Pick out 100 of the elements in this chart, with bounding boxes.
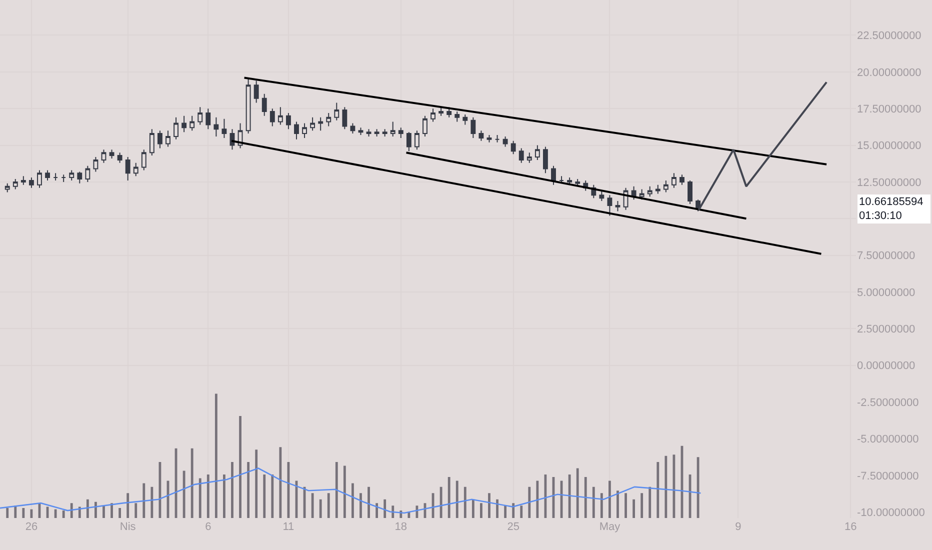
x-tick-label: 25: [507, 521, 520, 533]
bar: [504, 506, 507, 518]
candlestick: [486, 134, 492, 143]
candlestick: [270, 108, 275, 127]
candlestick: [302, 122, 307, 138]
y-tick-label: -2.50000000: [857, 396, 919, 409]
candlestick: [117, 152, 122, 164]
candlestick: [326, 112, 332, 127]
bar: [22, 508, 25, 518]
x-tick-label: 11: [282, 521, 294, 533]
candlestick: [77, 171, 82, 184]
y-tick-label: 20.00000000: [857, 66, 922, 79]
bar: [376, 503, 378, 518]
y-tick-label: -5.00000000: [857, 434, 919, 446]
bar: [62, 510, 65, 518]
bar: [223, 474, 226, 518]
candlestick: [310, 116, 316, 132]
candlestick: [366, 128, 372, 137]
x-tick-label: Nis: [120, 521, 136, 533]
bar: [279, 447, 282, 518]
candlestick: [93, 156, 98, 172]
bar: [190, 448, 194, 518]
candlestick: [478, 130, 484, 142]
candlestick: [374, 128, 380, 137]
bar: [343, 466, 346, 518]
candlestick: [174, 116, 178, 140]
candlestick: [551, 165, 556, 186]
bar: [664, 456, 668, 518]
bar: [480, 503, 482, 518]
bar: [464, 486, 466, 518]
candlestick: [125, 156, 130, 181]
bar: [110, 503, 113, 518]
candlestick: [607, 194, 612, 216]
bar: [512, 503, 515, 518]
bar: [6, 508, 9, 518]
bar: [472, 499, 474, 518]
bar: [616, 490, 619, 518]
candlestick: [510, 140, 516, 155]
candlestick: [318, 116, 324, 132]
bar: [624, 493, 627, 518]
bar: [70, 503, 73, 518]
candlestick: [526, 152, 532, 164]
candlestick: [462, 114, 468, 126]
y-tick-label: -7.50000000: [857, 470, 919, 482]
bar: [327, 493, 330, 518]
bar: [198, 478, 202, 518]
text: 01:30:10: [859, 210, 902, 222]
x-tick-label: 26: [25, 521, 38, 533]
candlestick: [350, 122, 356, 134]
candlestick: [53, 172, 58, 181]
y-tick-label: 15.00000000: [857, 140, 922, 152]
candlestick: [542, 146, 548, 174]
candlestick: [190, 115, 195, 132]
bar: [576, 468, 579, 518]
bar: [126, 493, 130, 518]
candlestick: [398, 127, 404, 138]
candlestick: [254, 80, 259, 104]
bar: [488, 493, 490, 518]
bar: [319, 499, 322, 518]
x-tick-label: 18: [394, 521, 408, 533]
bar: [568, 474, 571, 518]
bar: [448, 476, 450, 518]
candlestick: [518, 148, 524, 164]
candlestick: [157, 130, 162, 149]
bar: [632, 499, 636, 518]
candlestick: [382, 128, 388, 137]
bar: [384, 499, 386, 518]
candlestick: [655, 184, 660, 194]
candlestick: [358, 127, 364, 136]
candlestick: [559, 176, 564, 184]
bar: [150, 486, 154, 518]
bar: [440, 486, 442, 518]
bar: [231, 462, 234, 518]
bar: [118, 508, 121, 518]
bar: [520, 506, 523, 518]
bar: [696, 457, 700, 518]
y-tick-label: 2.50000000: [857, 324, 916, 336]
bar: [600, 493, 603, 518]
candlestick: [494, 134, 500, 143]
candlestick: [45, 170, 50, 181]
candlestick: [61, 174, 66, 182]
candlestick: [294, 121, 299, 140]
bar: [102, 506, 105, 518]
candlestick: [422, 115, 428, 137]
bar: [536, 480, 539, 518]
bar: [134, 503, 138, 518]
bar: [247, 462, 250, 518]
bar: [263, 474, 266, 518]
bar: [255, 450, 258, 518]
y-tick-label: 5.00000000: [857, 286, 916, 299]
candlestick: [680, 174, 684, 186]
candlestick: [109, 149, 114, 159]
candlestick: [446, 106, 452, 118]
y-tick-label: 22.50000000: [857, 30, 922, 42]
candlestick: [342, 106, 348, 130]
bar: [648, 486, 652, 518]
candlestick: [141, 149, 146, 171]
bar: [656, 462, 660, 518]
candlestick: [639, 188, 644, 200]
y-tick-label: 12.50000000: [857, 176, 922, 189]
